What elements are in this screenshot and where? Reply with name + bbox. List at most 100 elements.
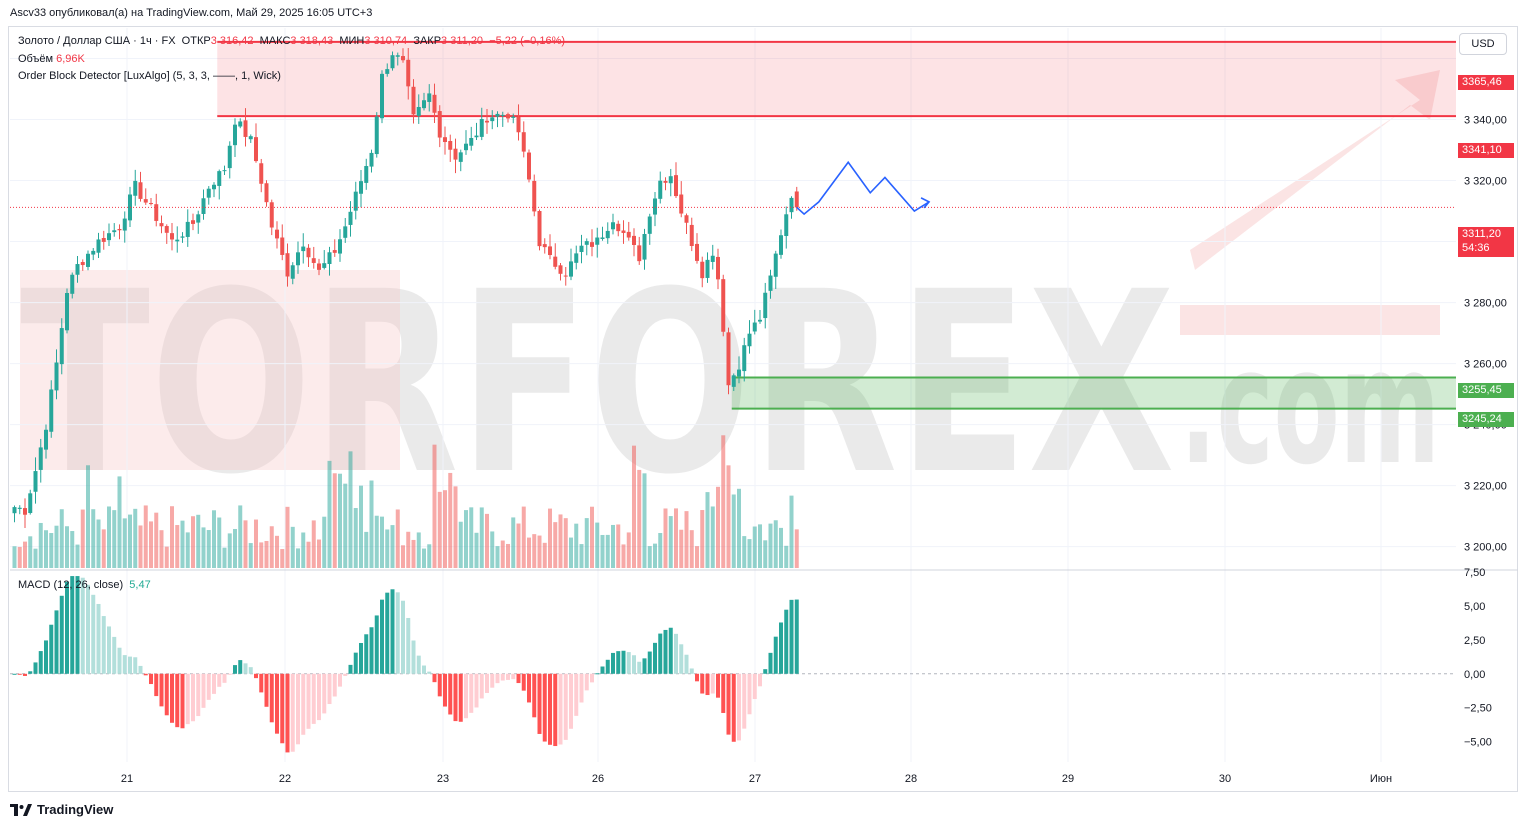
time-tick-label: 30 [1219,773,1231,785]
volume-bar [238,505,243,568]
candle-body [395,55,400,57]
macd-tick-label: 7,50 [1464,567,1485,579]
candle-body [511,116,516,118]
candle [548,234,552,260]
macd-bar [637,661,642,674]
candle-body [763,292,768,319]
volume-bar [395,509,400,568]
volume-bar [422,548,426,568]
macd-bar [65,581,69,674]
macd-bar [301,673,306,735]
macd-bar [107,626,111,674]
candle [616,220,621,237]
candle [133,169,138,206]
price-tick-label: 3 220,00 [1464,481,1507,493]
candle-body [784,214,789,237]
volume-bar [574,523,579,568]
macd-tick-label: 0,00 [1464,669,1485,681]
volume-bar [758,524,762,568]
legend-macd-label: MACD (12, 26, close) [18,579,124,591]
volume-bar [490,531,495,568]
candle [91,247,96,261]
candle [721,274,726,337]
legend-symbol: Золото / Доллар США · 1ч · FX [18,35,176,47]
volume-bar [243,520,248,568]
candle [311,246,316,269]
candle [275,221,279,249]
candle-body [380,73,384,119]
candle-body [65,293,69,331]
candle-body [731,375,736,387]
candle-body [275,229,279,239]
price-tag-ob-top-high: 3365,46 [1458,75,1514,90]
volume-bar [80,509,85,568]
volume-bar [658,533,663,568]
candle [747,320,752,354]
legend-high: 3 318,43 [290,35,334,47]
candle-body [794,191,799,208]
volume-bar [611,524,615,568]
candle [626,221,631,241]
candle-body [80,262,85,266]
macd-bar [537,673,542,734]
macd-bar [306,673,311,729]
macd-bar [642,658,647,674]
candle-body [17,507,22,509]
candle-body [416,106,421,116]
candle [595,227,600,258]
macd-bar [742,673,747,729]
volume-bar [196,514,201,568]
candle-body [773,253,778,277]
volume-bar [264,540,269,568]
candle-body [170,233,174,240]
candle-body [317,263,321,270]
legend-close: 3 311,20 [441,35,484,47]
candle [301,233,306,264]
candle-body [112,230,117,233]
candle [647,213,652,245]
candle-body [422,100,426,109]
candle [212,182,216,198]
footer-brand[interactable]: TradingView [10,802,113,817]
volume-bar [86,465,90,568]
candle-body [658,180,663,199]
macd-bar [579,673,584,703]
volume-bar [768,523,773,568]
macd-bar [495,673,500,684]
macd-bar [238,660,243,674]
legend-volume-value: 6,96K [56,53,85,65]
volume-bar [185,532,190,568]
currency-button[interactable]: USD [1459,33,1507,55]
volume-bar [17,546,22,568]
candle-body [269,202,274,228]
candle-body [243,120,248,137]
volume-bar [54,525,59,568]
volume-bar [679,529,684,568]
candle-body [700,261,705,279]
macd-bar [794,599,799,674]
candle [12,505,17,523]
volume-bar [742,536,747,568]
legend-change: −5,22 (−0,16%) [489,35,566,47]
candle [227,141,232,179]
volume-bar [201,527,206,568]
candle-body [374,116,379,155]
candle-body [285,253,290,277]
macd-bar [542,673,547,742]
candle-body [569,261,573,277]
price-tick-label: 3 280,00 [1464,298,1507,310]
macd-bar [511,673,516,680]
candle [359,170,363,208]
volume-bar [259,542,264,568]
volume-bar [285,506,290,568]
candle-body [222,170,227,172]
candle [427,84,432,112]
volume-bar [469,507,474,568]
macd-tick-label: 2,50 [1464,635,1485,647]
candle-body [143,199,148,203]
candle [532,174,537,217]
macd-bar [553,673,558,747]
candle-body [301,246,306,252]
volume-bar [563,518,568,568]
